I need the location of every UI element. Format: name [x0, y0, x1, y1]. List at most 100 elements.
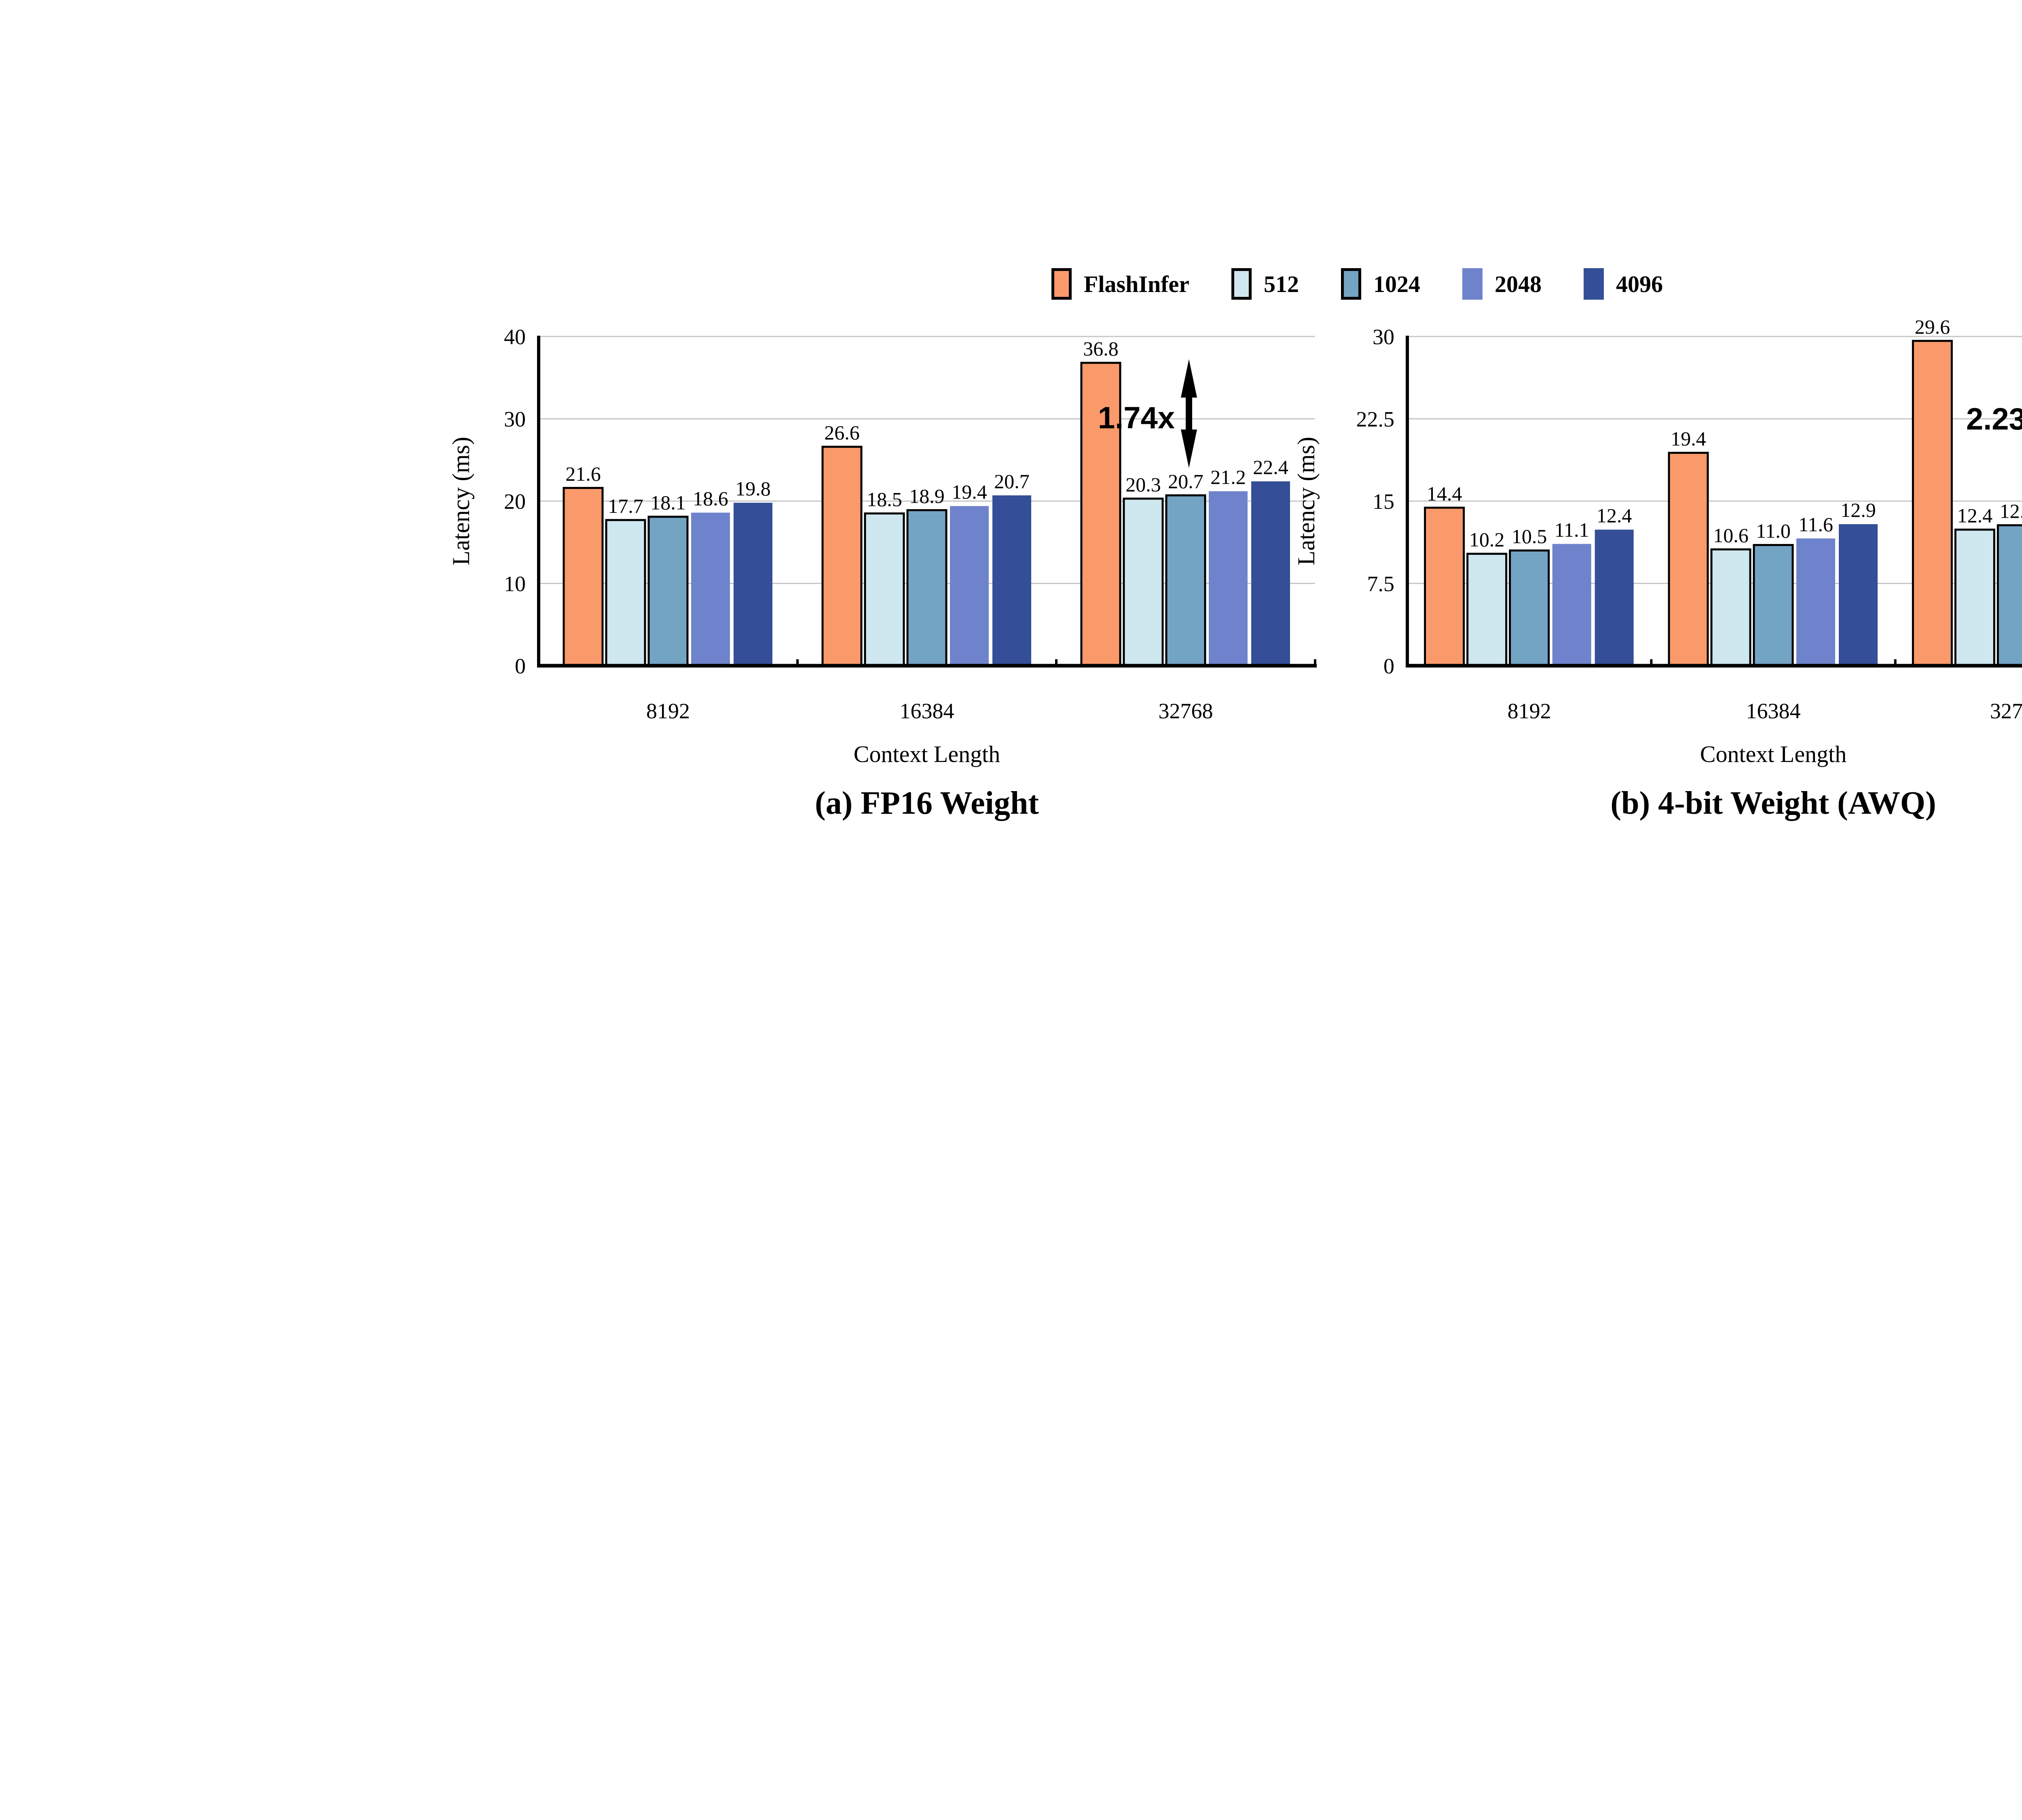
bar-value-label: 10.6: [1713, 524, 1749, 546]
bar-value-label: 19.8: [735, 477, 771, 500]
bar-value-label: 12.9: [1840, 499, 1876, 521]
bar-4096-32768: [1251, 481, 1290, 666]
y-axis-title: Latency (ms): [1293, 437, 1320, 565]
chart-caption: (b) 4-bit Weight (AWQ): [1610, 785, 1936, 821]
bar-value-label: 12.4: [1957, 504, 1993, 527]
bar-value-label: 36.8: [1083, 337, 1119, 360]
bar-value-label: 17.7: [608, 495, 643, 517]
bar-value-label: 19.4: [952, 480, 987, 503]
legend-item-2048: 2048: [1462, 268, 1542, 300]
bar-value-label: 20.7: [994, 470, 1030, 493]
arrow-head-up-icon: [1181, 359, 1197, 398]
arrow-head-down-icon: [1181, 430, 1197, 468]
legend-label: 2048: [1495, 271, 1542, 297]
bar-2048-16384: [1796, 538, 1835, 666]
bar-2048-8192: [691, 512, 730, 666]
bar-value-label: 18.5: [867, 488, 902, 511]
bar-512-32768: [1123, 497, 1164, 667]
bar-value-label: 18.6: [693, 487, 728, 510]
bar-4096-16384: [1839, 524, 1878, 666]
legend-swatch-flashinfer: [1051, 268, 1072, 300]
chart-b: 0 7.5 15 22.5 30 14.4 19.4 29.6 10.2 10.6 12.4 10.5…: [1293, 315, 2022, 821]
y-axis-title: Latency (ms): [448, 437, 474, 565]
bar-flashinfer-32768: [1912, 340, 1953, 667]
legend-label: 512: [1264, 271, 1299, 297]
bar-flashinfer-16384: [1668, 452, 1709, 667]
y-tick-label: 40: [504, 325, 526, 349]
bar-4096-8192: [1595, 529, 1634, 666]
bar-512-16384: [1710, 548, 1751, 667]
x-group-label: 8192: [1508, 699, 1551, 723]
bar-value-label: 18.1: [650, 491, 686, 514]
bar-4096-16384: [992, 495, 1031, 666]
legend: FlashInfer 512 1024 2048 4096: [1051, 267, 1663, 301]
bar-value-label: 10.2: [1469, 528, 1505, 551]
bar-512-16384: [864, 512, 905, 667]
legend-label: FlashInfer: [1084, 271, 1189, 297]
bar-512-8192: [605, 519, 646, 667]
bar-value-label: 21.2: [1210, 466, 1246, 489]
x-group-label: 32768: [1159, 699, 1213, 723]
legend-swatch-1024: [1341, 268, 1361, 300]
x-axis-title: Context Length: [854, 741, 1000, 767]
bar-flashinfer-8192: [563, 487, 604, 667]
bar-flashinfer-8192: [1424, 506, 1465, 667]
bar-1024-8192: [647, 516, 689, 667]
bar-value-label: 14.4: [1427, 482, 1462, 505]
legend-swatch-512: [1231, 268, 1252, 300]
y-tick-label: 10: [504, 572, 526, 596]
x-axis-title: Context Length: [1700, 741, 1846, 767]
bar-value-label: 11.1: [1555, 518, 1589, 541]
bar-1024-32768: [1165, 494, 1206, 667]
y-tick-label: 30: [504, 407, 526, 432]
bar-1024-32768: [1997, 524, 2022, 667]
bar-512-8192: [1466, 552, 1508, 667]
bar-value-label: 26.6: [824, 421, 860, 444]
bar-512-32768: [1954, 529, 1995, 667]
bar-1024-16384: [906, 509, 948, 667]
legend-item-1024: 1024: [1341, 268, 1420, 300]
bar-2048-32768: [1209, 491, 1248, 666]
y-tick-label: 7.5: [1367, 572, 1395, 596]
legend-item-4096: 4096: [1584, 268, 1663, 300]
legend-label: 4096: [1616, 271, 1663, 297]
chart-caption: (a) FP16 Weight: [815, 785, 1039, 821]
bar-value-label: 19.4: [1671, 427, 1706, 450]
y-tick-label: 22.5: [1356, 407, 1395, 432]
x-group-label: 32768: [1990, 699, 2022, 723]
bar-value-label: 20.3: [1125, 473, 1161, 496]
bar-value-label: 11.6: [1798, 513, 1833, 535]
speedup-label: 1.74x: [1098, 401, 1175, 435]
y-tick-label: 20: [504, 489, 526, 514]
chart-a: 0 10 20 30 40 21.6 26.6 36.8 17.7 18.5 20.3 18.1 18.…: [448, 325, 1317, 821]
x-group-label: 16384: [900, 699, 954, 723]
bar-value-label: 18.9: [909, 485, 945, 507]
bar-value-label: 10.5: [1512, 525, 1547, 548]
bar-2048-8192: [1552, 544, 1591, 666]
legend-swatch-2048: [1462, 268, 1483, 300]
legend-swatch-4096: [1584, 268, 1604, 300]
legend-item-512: 512: [1231, 268, 1299, 300]
x-group-label: 16384: [1746, 699, 1801, 723]
bar-1024-8192: [1509, 549, 1550, 667]
bar-value-label: 21.6: [565, 462, 601, 485]
bar-value-label: 29.6: [1915, 315, 1950, 338]
x-group-label: 8192: [646, 699, 690, 723]
legend-item-flashinfer: FlashInfer: [1051, 268, 1189, 300]
bar-value-label: 11.0: [1756, 520, 1791, 542]
y-tick-label: 0: [515, 654, 526, 678]
bar-value-label: 22.4: [1253, 456, 1288, 478]
bar-value-label: 12.4: [1597, 504, 1632, 527]
speedup-label: 2.23x: [1966, 402, 2022, 436]
bar-flashinfer-16384: [821, 446, 863, 667]
bar-flashinfer-32768: [1080, 362, 1121, 667]
bar-1024-16384: [1753, 544, 1794, 667]
bar-value-label: 20.7: [1168, 470, 1203, 493]
bar-value-label: 12.8: [2000, 500, 2022, 523]
y-tick-label: 30: [1373, 325, 1394, 349]
y-tick-label: 0: [1383, 654, 1394, 678]
y-tick-label: 15: [1373, 489, 1394, 514]
bar-4096-8192: [734, 503, 772, 666]
